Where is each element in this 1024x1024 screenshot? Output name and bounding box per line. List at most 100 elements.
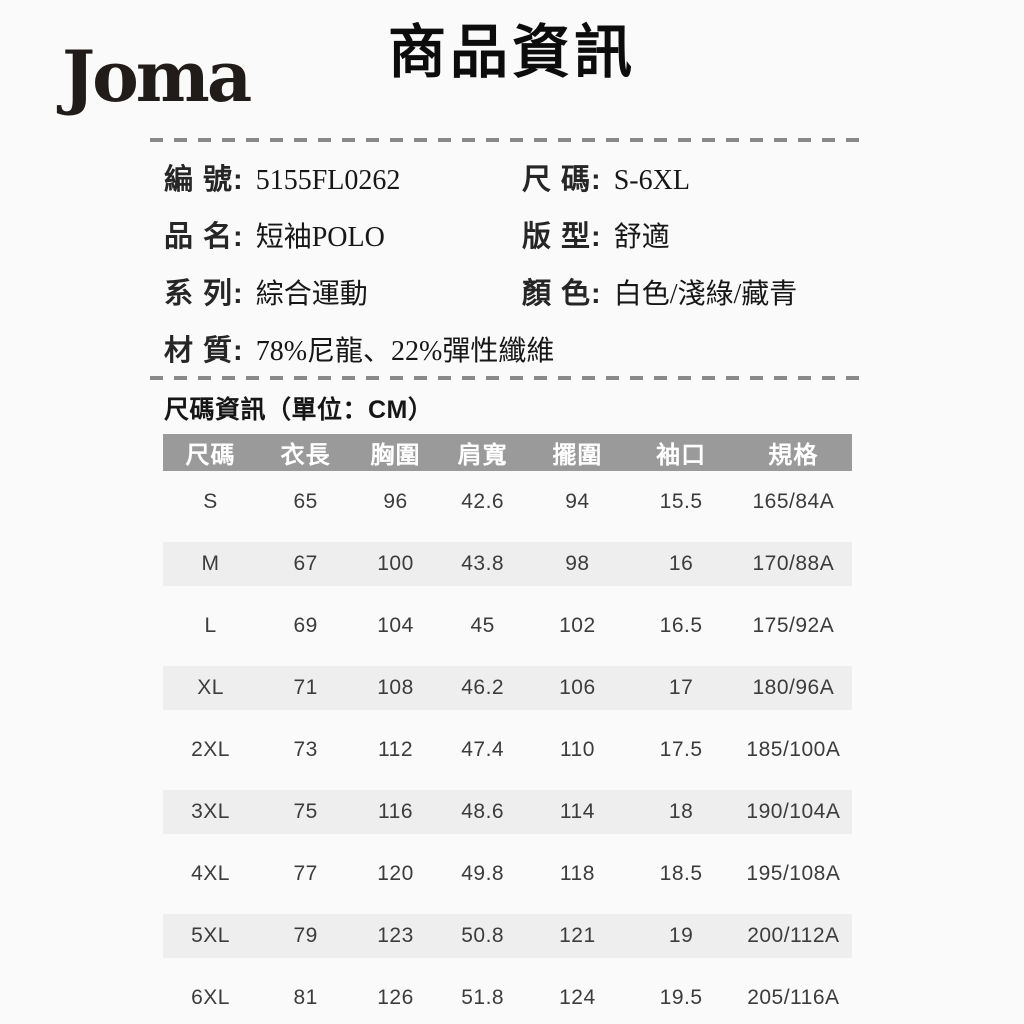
table-header-row: 尺碼 衣長 胸圍 肩寬 擺圍 袖口 規格 <box>163 434 852 471</box>
table-cell: 73 <box>293 738 318 761</box>
table-cell: 51.8 <box>461 986 505 1009</box>
joma-logo: Joma <box>62 35 252 118</box>
table-cell: 124 <box>559 986 596 1009</box>
table-cell: 170/88A <box>752 552 835 575</box>
table-cell: 43.8 <box>461 552 505 575</box>
table-header-cell: 袖口 <box>656 442 707 469</box>
field-product-name: 品 名: 短袖POLO <box>164 213 385 255</box>
table-cell: S <box>203 490 218 513</box>
field-label: 品 名: <box>164 221 244 253</box>
field-colors: 顏 色: 白色/淺綠/藏青 <box>522 270 797 312</box>
field-value: 舒適 <box>613 222 670 253</box>
page-title: 商品資訊 <box>387 20 636 85</box>
table-cell: 67 <box>293 552 318 575</box>
field-value: 78%尼龍、22%彈性纖維 <box>255 336 555 367</box>
table-cell: 49.8 <box>461 862 505 885</box>
table-row-xl: XL 71 108 46.2 106 17 180/96A <box>163 657 852 719</box>
table-cell: 2XL <box>191 738 230 761</box>
table-cell: 121 <box>559 924 596 947</box>
table-cell: 19.5 <box>659 986 703 1009</box>
table-cell: 185/100A <box>746 738 841 761</box>
table-row-5xl: 5XL 79 123 50.8 121 19 200/112A <box>163 905 852 967</box>
field-label: 顏 色: <box>522 278 602 310</box>
table-cell: 69 <box>293 614 318 637</box>
table-cell: 81 <box>293 986 318 1009</box>
field-product-code: 編 號: 5155FL0262 <box>164 156 400 198</box>
field-label: 編 號: <box>164 164 244 196</box>
table-cell: 96 <box>383 490 408 513</box>
size-table: 尺碼 衣長 胸圍 肩寬 擺圍 袖口 規格 S 65 96 42.6 94 15.… <box>163 434 852 1024</box>
table-cell: 50.8 <box>461 924 505 947</box>
table-cell: 112 <box>378 738 414 761</box>
table-cell: 6XL <box>191 986 230 1009</box>
table-cell: 110 <box>559 738 595 761</box>
table-cell: 45 <box>470 614 495 637</box>
field-series: 系 列: 綜合運動 <box>164 270 368 312</box>
table-cell: 65 <box>293 490 318 513</box>
table-header-cell: 尺碼 <box>185 442 236 469</box>
table-cell: 16 <box>668 552 694 575</box>
field-label: 版 型: <box>522 221 602 253</box>
table-cell: 190/104A <box>746 800 841 823</box>
table-cell: 102 <box>559 614 596 637</box>
table-cell: M <box>201 552 220 575</box>
table-row-m: M 67 100 43.8 98 16 170/88A <box>163 533 852 595</box>
table-header-cell: 胸圍 <box>370 442 421 469</box>
table-cell: 17 <box>668 676 694 699</box>
table-cell: 47.4 <box>461 738 505 761</box>
table-cell: 118 <box>559 862 595 885</box>
table-row-l: L 69 104 45 102 16.5 175/92A <box>163 595 852 657</box>
field-value: S-6XL <box>613 165 690 196</box>
table-header-cell: 肩寬 <box>457 442 508 469</box>
table-cell: 106 <box>559 676 596 699</box>
dashed-divider-top <box>150 138 862 142</box>
field-value: 5155FL0262 <box>255 165 401 196</box>
table-header-cell: 衣長 <box>280 442 331 469</box>
table-cell: 123 <box>377 924 414 947</box>
table-cell: 126 <box>377 986 414 1009</box>
table-cell: 19 <box>668 924 694 947</box>
field-label: 尺 碼: <box>522 164 602 196</box>
table-cell: 48.6 <box>461 800 505 823</box>
table-cell: 46.2 <box>461 676 505 699</box>
table-cell: 18 <box>668 800 694 823</box>
table-cell: 77 <box>293 862 318 885</box>
table-cell: L <box>204 614 217 637</box>
table-row-6xl: 6XL 81 126 51.8 124 19.5 205/116A <box>163 967 852 1024</box>
table-cell: 94 <box>565 490 590 513</box>
table-cell: 195/108A <box>746 862 841 885</box>
table-cell: 17.5 <box>659 738 703 761</box>
table-cell: 75 <box>293 800 318 823</box>
dashed-divider-bottom <box>150 376 862 380</box>
table-cell: 79 <box>293 924 318 947</box>
table-row-2xl: 2XL 73 112 47.4 110 17.5 185/100A <box>163 719 852 781</box>
table-cell: 200/112A <box>747 924 840 947</box>
table-cell: XL <box>197 676 224 699</box>
table-cell: 18.5 <box>659 862 703 885</box>
table-row-s: S 65 96 42.6 94 15.5 165/84A <box>163 471 852 533</box>
table-cell: 175/92A <box>752 614 835 637</box>
table-header-cell: 擺圍 <box>552 442 603 469</box>
field-value: 短袖POLO <box>255 222 385 253</box>
field-fit: 版 型: 舒適 <box>522 213 670 255</box>
table-cell: 16.5 <box>659 614 703 637</box>
table-header-cell: 規格 <box>768 442 819 469</box>
table-row-4xl: 4XL 77 120 49.8 118 18.5 195/108A <box>163 843 852 905</box>
size-section-title: 尺碼資訊（單位：CM） <box>164 396 434 424</box>
table-cell: 108 <box>377 676 414 699</box>
table-cell: 71 <box>293 676 318 699</box>
table-cell: 100 <box>377 552 414 575</box>
table-cell: 3XL <box>191 800 230 823</box>
field-material: 材 質: 78%尼龍、22%彈性纖維 <box>164 327 554 369</box>
table-cell: 116 <box>378 800 414 823</box>
table-cell: 42.6 <box>461 490 505 513</box>
table-cell: 4XL <box>191 862 230 885</box>
field-value: 綜合運動 <box>255 279 368 310</box>
table-cell: 98 <box>565 552 590 575</box>
table-cell: 104 <box>377 614 414 637</box>
field-label: 材 質: <box>164 335 244 367</box>
table-cell: 180/96A <box>752 676 835 699</box>
table-cell: 114 <box>559 800 595 823</box>
table-cell: 165/84A <box>752 490 835 513</box>
